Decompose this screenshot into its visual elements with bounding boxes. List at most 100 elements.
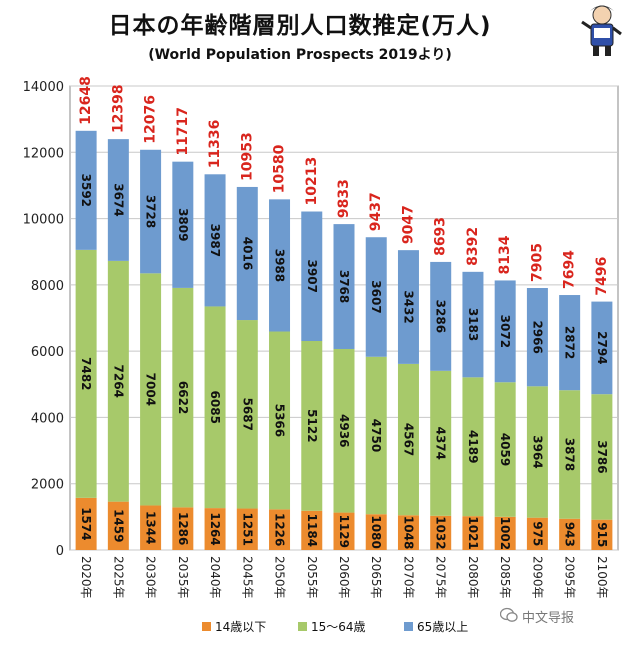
total-value-label: 7694 bbox=[562, 250, 578, 289]
total-value-label: 10213 bbox=[304, 157, 320, 206]
segment-value-label: 7004 bbox=[144, 373, 158, 406]
x-tick-label: 2080年 bbox=[466, 556, 480, 599]
total-value-label: 11336 bbox=[207, 120, 223, 169]
y-tick-label: 6000 bbox=[31, 345, 64, 360]
segment-value-label: 4374 bbox=[434, 427, 448, 460]
segment-value-label: 3809 bbox=[176, 208, 190, 241]
x-tick-label: 2030年 bbox=[144, 556, 158, 599]
segment-value-label: 915 bbox=[595, 522, 609, 547]
bar-segment bbox=[591, 519, 613, 550]
bar-segment bbox=[301, 341, 323, 511]
total-value-label: 9437 bbox=[368, 192, 384, 231]
wechat-icon bbox=[500, 607, 518, 622]
bar-segment bbox=[494, 280, 516, 383]
legend-swatch bbox=[298, 622, 307, 631]
bar-segment bbox=[140, 149, 162, 274]
segment-value-label: 3286 bbox=[434, 300, 448, 333]
segment-value-label: 1344 bbox=[144, 511, 158, 544]
total-value-label: 7905 bbox=[529, 243, 545, 282]
total-value-label: 9833 bbox=[336, 179, 352, 218]
legend-label: 14歳以下 bbox=[215, 620, 266, 634]
x-tick-label: 2025年 bbox=[111, 556, 125, 599]
x-tick-label: 2045年 bbox=[240, 556, 254, 599]
bar-segment bbox=[204, 306, 226, 509]
segment-value-label: 2794 bbox=[595, 331, 609, 364]
bar-segment bbox=[333, 224, 355, 349]
bar-segment bbox=[462, 516, 484, 550]
bar-segment bbox=[397, 250, 419, 364]
bar-segment bbox=[559, 390, 581, 519]
bar-segment bbox=[591, 394, 613, 520]
total-value-label: 7496 bbox=[594, 257, 610, 296]
segment-value-label: 6622 bbox=[176, 381, 190, 414]
bar-segment bbox=[107, 139, 129, 261]
chart-subtitle: (World Population Prospects 2019より) bbox=[148, 47, 452, 63]
bar-segment bbox=[462, 377, 484, 517]
bar-segment bbox=[269, 509, 291, 550]
bar-segment bbox=[75, 130, 97, 250]
legend-label: 65歳以上 bbox=[417, 620, 468, 634]
segment-value-label: 6085 bbox=[208, 391, 222, 424]
bar-segment bbox=[462, 271, 484, 378]
total-value-label: 8134 bbox=[497, 235, 513, 274]
bar-segment bbox=[333, 348, 355, 513]
bar-segment bbox=[140, 505, 162, 550]
x-tick-label: 2085年 bbox=[498, 556, 512, 599]
bar-segment bbox=[107, 260, 129, 502]
bar-segment bbox=[365, 514, 387, 550]
y-tick-label: 8000 bbox=[31, 279, 64, 294]
bar-segment bbox=[559, 295, 581, 391]
segment-value-label: 7482 bbox=[79, 357, 93, 390]
y-tick-label: 14000 bbox=[23, 80, 64, 95]
segment-value-label: 3607 bbox=[369, 280, 383, 313]
segment-value-label: 3768 bbox=[337, 270, 351, 303]
bar-segment bbox=[204, 508, 226, 550]
total-value-label: 12648 bbox=[78, 76, 94, 125]
segment-value-label: 4567 bbox=[401, 423, 415, 456]
x-tick-label: 2055年 bbox=[305, 556, 319, 599]
bar-segment bbox=[365, 356, 387, 515]
segment-value-label: 1226 bbox=[273, 513, 287, 546]
bar-segment bbox=[172, 287, 194, 508]
bar-segment bbox=[75, 249, 97, 498]
total-value-label: 11717 bbox=[175, 107, 191, 156]
x-tick-label: 2065年 bbox=[369, 556, 383, 599]
bar-segment bbox=[172, 507, 194, 550]
bar-segment bbox=[526, 386, 548, 518]
x-tick-label: 2070年 bbox=[401, 556, 415, 599]
bar-segment bbox=[301, 510, 323, 550]
segment-value-label: 1184 bbox=[305, 514, 319, 547]
x-tick-label: 2060年 bbox=[337, 556, 351, 599]
x-tick-label: 2095年 bbox=[563, 556, 577, 599]
segment-value-label: 4059 bbox=[498, 433, 512, 466]
segment-value-label: 1080 bbox=[369, 515, 383, 548]
bar-segment bbox=[204, 174, 226, 307]
segment-value-label: 3674 bbox=[111, 183, 125, 216]
y-tick-label: 4000 bbox=[31, 411, 64, 426]
segment-value-label: 4750 bbox=[369, 419, 383, 452]
segment-value-label: 5366 bbox=[273, 404, 287, 437]
chart-title: 日本の年齢階層別人口数推定(万人) bbox=[108, 13, 492, 39]
bar-segment bbox=[526, 288, 548, 387]
total-value-label: 12076 bbox=[143, 95, 159, 144]
bar-segment bbox=[430, 370, 452, 516]
segment-value-label: 7264 bbox=[111, 365, 125, 398]
segment-value-label: 3728 bbox=[144, 195, 158, 228]
segment-value-label: 3786 bbox=[595, 440, 609, 473]
y-tick-label: 12000 bbox=[23, 146, 64, 161]
segment-value-label: 1264 bbox=[208, 512, 222, 545]
segment-value-label: 1459 bbox=[111, 509, 125, 542]
segment-value-label: 3878 bbox=[563, 438, 577, 471]
segment-value-label: 3964 bbox=[530, 435, 544, 468]
bar-segment bbox=[140, 273, 162, 506]
legend: 14歳以下 15～64歳 65歳以上 bbox=[202, 620, 468, 634]
x-tick-label: 2075年 bbox=[434, 556, 448, 599]
legend-swatch bbox=[404, 622, 413, 631]
segment-value-label: 943 bbox=[563, 522, 577, 547]
total-value-label: 12398 bbox=[110, 84, 126, 133]
labels-layer: 1574 7482 3592 12648 2020年 1459 7264 3674 12398 2… bbox=[78, 76, 610, 598]
bar-segment bbox=[591, 301, 613, 395]
segment-value-label: 1002 bbox=[498, 517, 512, 550]
x-tick-label: 2035年 bbox=[176, 556, 190, 599]
bar-segment bbox=[269, 199, 291, 332]
